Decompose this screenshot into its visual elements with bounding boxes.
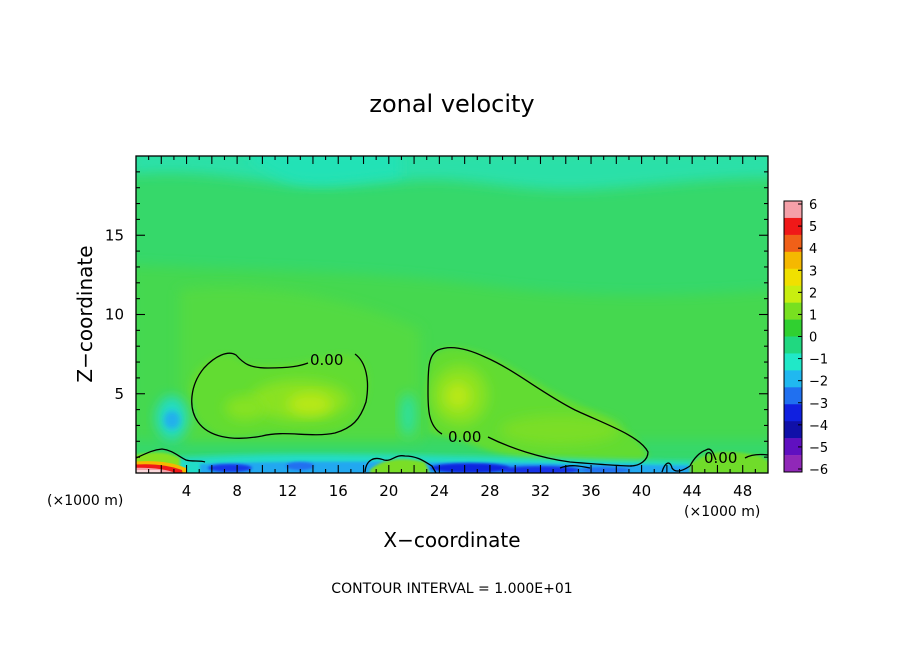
colorbar-tick-label: −3 bbox=[809, 397, 828, 412]
colorbar-tick-label: −2 bbox=[809, 375, 828, 390]
x-tick-label: 24 bbox=[430, 482, 449, 500]
colorbar-swatch bbox=[784, 336, 802, 354]
contour-surface-left bbox=[136, 448, 206, 463]
colorbar-tick-label: −5 bbox=[809, 441, 828, 456]
colorbar-swatch bbox=[784, 268, 802, 286]
colorbar-swatch bbox=[784, 234, 802, 253]
x-tick-label: 16 bbox=[329, 482, 348, 500]
axis-ticks bbox=[136, 156, 768, 473]
chart-title: zonal velocity bbox=[369, 90, 534, 118]
colorbar-swatch bbox=[784, 455, 802, 473]
x-tick-label: 44 bbox=[683, 482, 702, 500]
colorbar-swatch bbox=[784, 387, 802, 405]
colorbar-tick-label: −6 bbox=[809, 463, 828, 478]
colorbar-tick-label: 2 bbox=[809, 286, 817, 301]
x-unit-left: (×1000 m) bbox=[47, 493, 123, 509]
y-tick-label: 15 bbox=[105, 226, 124, 244]
colorbar-tick-label: 5 bbox=[809, 220, 817, 235]
contour-label-2: 0.00 bbox=[448, 428, 481, 446]
contour-labels: 0.00 0.00 0.00 bbox=[310, 351, 737, 467]
colorbar-swatch bbox=[784, 251, 802, 270]
colorbar-tick-label: −1 bbox=[809, 353, 828, 368]
colorbar-swatch bbox=[784, 217, 802, 236]
colorbar-swatch bbox=[784, 370, 802, 388]
colorbar-swatch bbox=[784, 353, 802, 371]
colorbar-swatch bbox=[784, 404, 802, 422]
x-unit-right: (×1000 m) bbox=[684, 504, 760, 520]
colorbar-swatch bbox=[784, 302, 802, 320]
contour-interval-note: CONTOUR INTERVAL = 1.000E+01 bbox=[331, 581, 572, 597]
contour-region-2 bbox=[427, 346, 649, 467]
x-tick-labels: 4 8 12 16 20 24 28 32 36 40 44 48 bbox=[182, 482, 752, 500]
x-tick-label: 40 bbox=[632, 482, 651, 500]
colorbar: 6 5 4 3 2 1 0 −1 −2 −3 −4 −5 −6 bbox=[783, 198, 828, 478]
colorbar-swatch bbox=[784, 285, 802, 303]
x-tick-label: 28 bbox=[480, 482, 499, 500]
colorbar-swatch bbox=[784, 201, 802, 219]
x-tick-label: 36 bbox=[581, 482, 600, 500]
x-axis-label: X−coordinate bbox=[383, 528, 520, 552]
y-tick-label: 5 bbox=[114, 385, 124, 403]
colorbar-tick-label: 4 bbox=[809, 242, 817, 257]
colorbar-tick-label: 3 bbox=[809, 264, 817, 279]
x-tick-label: 20 bbox=[379, 482, 398, 500]
contour-label-3: 0.00 bbox=[704, 449, 737, 467]
y-tick-labels: 5 10 15 bbox=[105, 226, 124, 403]
colorbar-tick-label: −4 bbox=[809, 419, 828, 434]
x-tick-label: 12 bbox=[278, 482, 297, 500]
colorbar-tick-label: 0 bbox=[809, 331, 817, 346]
colorbar-swatch bbox=[784, 319, 802, 337]
x-tick-label: 32 bbox=[531, 482, 550, 500]
x-tick-label: 48 bbox=[733, 482, 752, 500]
contour-region-1 bbox=[191, 352, 369, 439]
x-tick-label: 8 bbox=[232, 482, 242, 500]
y-tick-label: 10 bbox=[105, 306, 124, 324]
x-tick-label: 4 bbox=[182, 482, 192, 500]
colorbar-swatch bbox=[784, 438, 802, 456]
colorbar-tick-label: 6 bbox=[809, 198, 817, 213]
colorbar-swatch bbox=[784, 421, 802, 439]
contour-label-1: 0.00 bbox=[310, 351, 343, 369]
colorbar-tick-label: 1 bbox=[809, 308, 817, 323]
y-axis-label: Z−coordinate bbox=[73, 245, 97, 382]
